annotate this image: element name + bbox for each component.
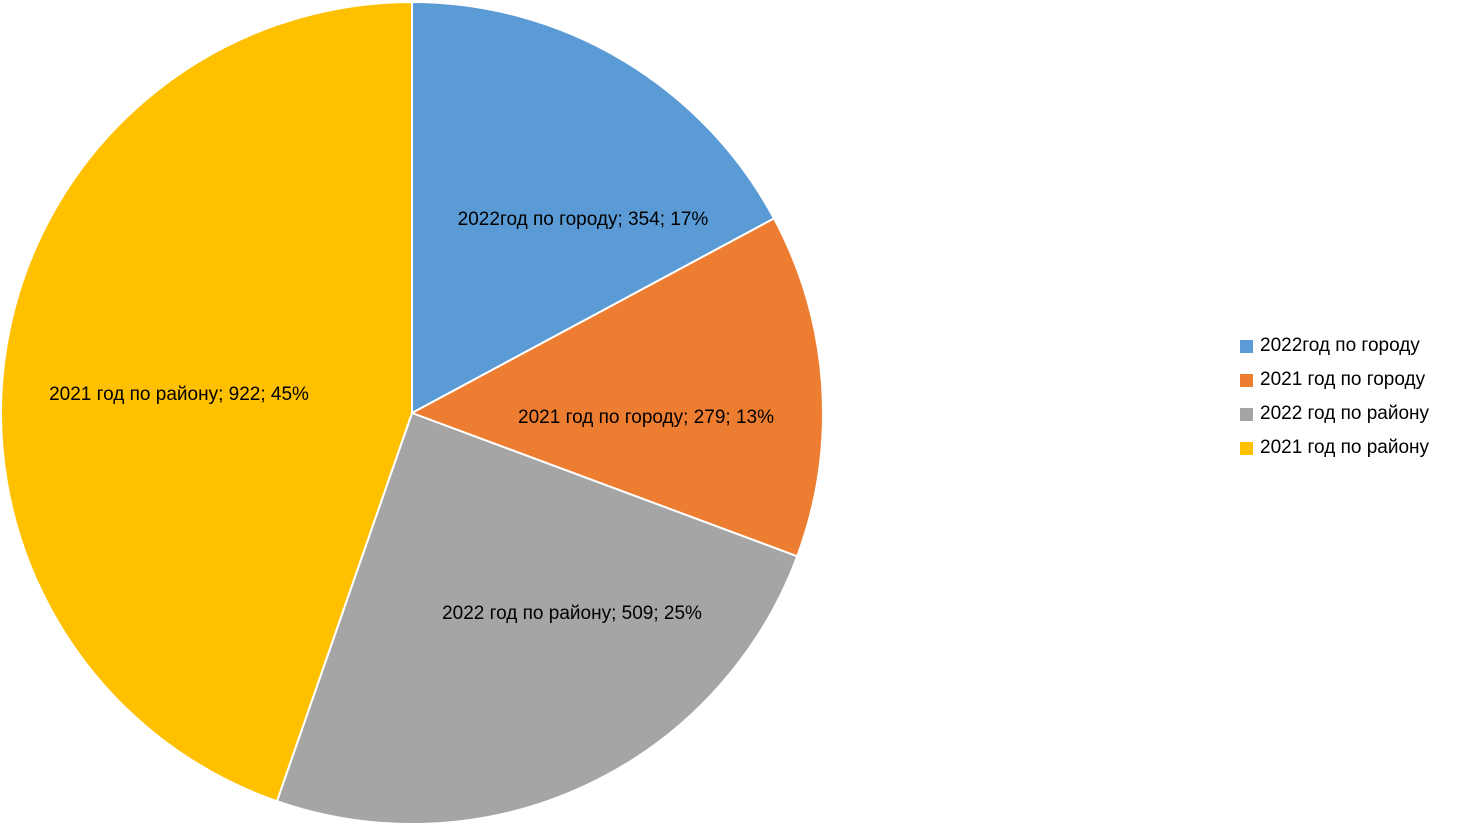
legend-swatch — [1240, 407, 1253, 421]
legend-label: 2022год по городу — [1260, 335, 1420, 356]
legend-item: 2022 год по району — [1240, 397, 1429, 431]
pie-data-label: 2022год по городу; 354; 17% — [458, 209, 709, 230]
pie-data-labels: 2022год по городу; 354; 17% 2021 год по г… — [49, 209, 774, 624]
pie-slices — [0, 0, 824, 824]
legend-label: 2021 год по городу — [1260, 369, 1426, 390]
pie-slice — [275, 411, 799, 824]
pie-data-label: 2021 год по району; 922; 45% — [49, 384, 309, 405]
legend-swatch — [1240, 339, 1253, 353]
legend-label: 2022 год по району — [1260, 403, 1430, 424]
legend-swatch — [1240, 373, 1253, 387]
pie-slice — [411, 0, 776, 415]
legend-swatch — [1240, 441, 1253, 455]
legend-item: 2021 год по городу — [1240, 363, 1429, 397]
pie-slice — [0, 0, 413, 803]
legend-label: 2021 год по району — [1260, 437, 1430, 458]
pie-data-label: 2022 год по району; 509; 25% — [442, 603, 702, 624]
legend-item: 2021 год по району — [1240, 431, 1429, 465]
legend-item: 2022год по городу — [1240, 329, 1429, 363]
pie-slice — [409, 217, 824, 558]
pie-data-label: 2021 год по городу; 279; 13% — [518, 407, 774, 428]
chart-legend: 2022год по городу 2021 год по городу 2022 … — [1240, 329, 1429, 465]
